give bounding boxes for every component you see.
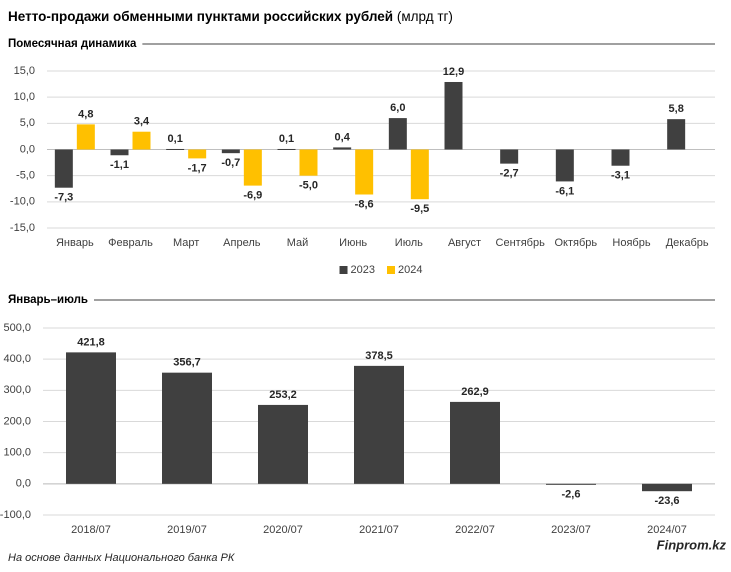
x-tick-label: 2022/07 [455, 524, 495, 536]
bar [642, 483, 692, 492]
bar [444, 81, 463, 150]
value-label: -1,1 [110, 159, 129, 171]
legend-label: 2024 [398, 264, 422, 276]
legend-swatch [387, 266, 395, 274]
value-label: 0,1 [279, 133, 294, 145]
y-tick-label: -5,0 [16, 170, 35, 182]
x-tick-label: Сентябрь [496, 237, 546, 249]
y-tick-label: 300,0 [3, 384, 31, 396]
bar [333, 147, 352, 150]
bar [450, 401, 500, 484]
bar [243, 149, 262, 186]
section-title: Январь–июль [8, 294, 88, 306]
bar [611, 149, 630, 166]
section-title: Помесячная динамика [8, 38, 137, 50]
y-tick-label: -10,0 [10, 196, 35, 208]
value-label: 12,9 [443, 66, 464, 78]
value-label: 0,1 [168, 133, 183, 145]
y-tick-label: 5,0 [20, 117, 35, 129]
y-tick-label: 0,0 [16, 478, 31, 490]
bar [162, 372, 212, 484]
bar [354, 365, 404, 484]
value-label: 253,2 [269, 389, 297, 401]
value-label: -0,7 [221, 157, 240, 169]
value-label: 5,8 [669, 103, 684, 115]
bar [54, 149, 73, 188]
value-label: 262,9 [461, 386, 489, 398]
bar [546, 483, 596, 485]
value-label: -6,9 [243, 190, 262, 202]
value-label: -6,1 [555, 185, 574, 197]
bar [500, 149, 519, 164]
x-tick-label: Февраль [108, 237, 153, 249]
bar [132, 131, 151, 150]
value-label: -2,6 [562, 489, 581, 501]
bar [555, 149, 574, 182]
bar [388, 118, 407, 150]
bar [66, 352, 116, 484]
value-label: -1,7 [188, 162, 207, 174]
x-tick-label: Ноябрь [612, 237, 650, 249]
y-tick-label: 500,0 [3, 322, 31, 334]
y-tick-label: -100,0 [0, 509, 31, 521]
value-label: -23,6 [654, 495, 679, 507]
x-tick-label: Май [287, 237, 309, 249]
bar [221, 149, 240, 154]
y-tick-label: 15,0 [14, 65, 35, 77]
bar [188, 149, 207, 159]
bar [166, 148, 185, 150]
title-unit: (млрд тг) [397, 9, 453, 24]
value-label: 356,7 [173, 357, 201, 369]
x-tick-label: 2018/07 [71, 524, 111, 536]
bar [299, 149, 318, 176]
value-label: -7,3 [54, 192, 73, 204]
brand: Finprom.kz [657, 537, 727, 552]
value-label: 0,4 [335, 131, 351, 143]
y-tick-label: 400,0 [3, 353, 31, 365]
value-label: -2,7 [500, 168, 519, 180]
y-tick-label: 0,0 [20, 143, 35, 155]
bar [355, 149, 374, 195]
bar [410, 149, 429, 200]
bar [277, 148, 296, 150]
y-tick-label: -15,0 [10, 222, 35, 234]
bar [667, 119, 686, 150]
x-tick-label: Июнь [339, 237, 367, 249]
value-label: 421,8 [77, 336, 105, 348]
x-tick-label: Апрель [223, 237, 261, 249]
value-label: 6,0 [390, 102, 405, 114]
legend-swatch [339, 266, 348, 274]
x-tick-label: 2020/07 [263, 524, 303, 536]
x-tick-label: 2019/07 [167, 524, 207, 536]
x-tick-label: Август [448, 237, 481, 249]
bar [110, 149, 129, 156]
value-label: -8,6 [355, 198, 374, 210]
title-main: Нетто-продажи обменными пунктами российс… [8, 9, 393, 24]
source-note: На основе данных Национального банка РК [8, 552, 235, 564]
value-label: -3,1 [611, 170, 630, 182]
legend: 2023 2024 [339, 264, 422, 276]
value-label: -5,0 [299, 180, 318, 192]
x-tick-label: 2024/07 [647, 524, 687, 536]
value-label: 3,4 [134, 116, 150, 128]
x-tick-label: Январь [56, 237, 94, 249]
value-label: 378,5 [365, 350, 393, 362]
value-label: 4,8 [78, 108, 93, 120]
x-tick-label: Март [173, 237, 199, 249]
x-tick-label: Июль [395, 237, 423, 249]
x-tick-label: 2023/07 [551, 524, 591, 536]
y-tick-label: 10,0 [14, 91, 35, 103]
y-tick-label: 100,0 [3, 447, 31, 459]
x-tick-label: 2021/07 [359, 524, 399, 536]
x-tick-label: Октябрь [555, 237, 598, 249]
bar [76, 124, 95, 150]
y-tick-label: 200,0 [3, 415, 31, 427]
value-label: -9,5 [410, 203, 429, 215]
x-tick-label: Декабрь [666, 237, 709, 249]
page-title: Нетто-продажи обменными пунктами российс… [8, 9, 453, 24]
bar [258, 404, 308, 484]
legend-label: 2023 [351, 264, 375, 276]
